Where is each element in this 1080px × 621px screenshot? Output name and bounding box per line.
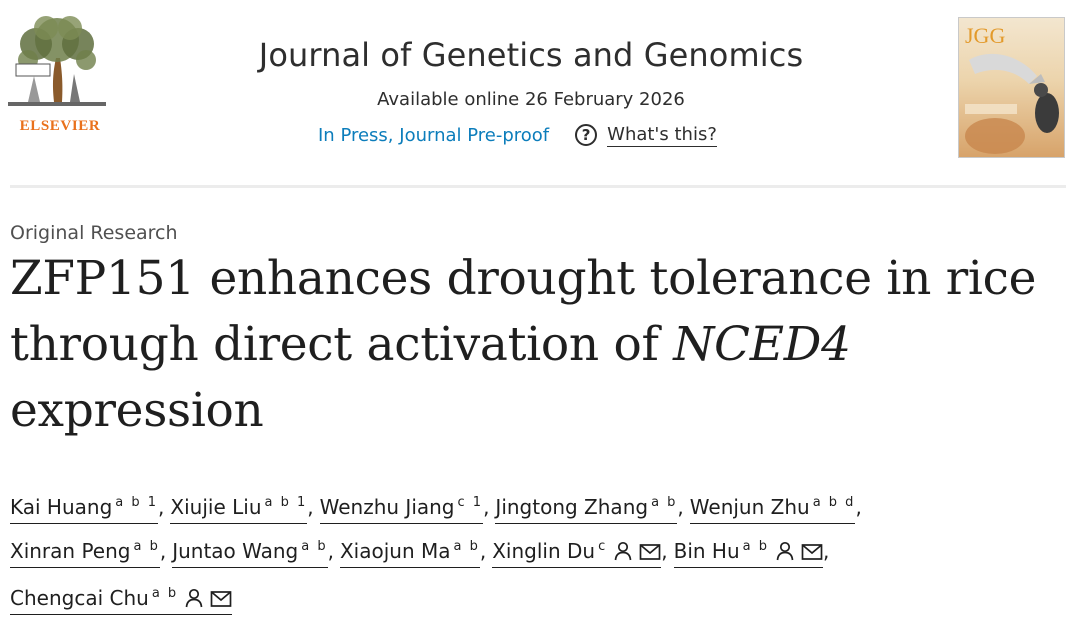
- author-affiliation: a b d: [812, 495, 856, 510]
- header-divider: [10, 185, 1066, 188]
- author-affiliation: a b: [133, 539, 160, 554]
- author-separator: ,: [159, 539, 167, 563]
- journal-cover-thumbnail[interactable]: JGG: [958, 17, 1065, 158]
- author-separator: ,: [307, 495, 314, 519]
- author-affiliation: a b: [742, 539, 769, 554]
- available-online-date: Available online 26 February 2026: [377, 89, 685, 110]
- author-separator: ,: [158, 495, 165, 519]
- author-list: Kai Huang a b 1, Xiujie Liu a b 1, Wenzhu Ji…: [10, 483, 1070, 621]
- person-icon[interactable]: [775, 535, 795, 574]
- author-separator: ,: [661, 539, 668, 563]
- article-title: ZFP151 enhances drought tolerance in ric…: [10, 246, 1070, 444]
- envelope-icon[interactable]: [801, 535, 823, 574]
- author-xinglin-du[interactable]: Xinglin Du c: [492, 539, 662, 568]
- author-wenjun-zhu[interactable]: Wenjun Zhu a b d: [689, 495, 856, 524]
- author-affiliation: c 1: [457, 495, 484, 510]
- author-separator: ,: [483, 495, 490, 519]
- author-separator: ,: [823, 539, 830, 563]
- author-wenzhu-jiang[interactable]: Wenzhu Jiang c 1: [319, 495, 484, 524]
- author-affiliation: a b: [651, 495, 678, 510]
- author-separator: ,: [327, 539, 334, 563]
- elsevier-logo[interactable]: ELSEVIER: [8, 14, 106, 134]
- author-xinran-peng[interactable]: Xinran Peng a b: [10, 539, 160, 568]
- author-affiliation: a b: [453, 539, 480, 554]
- question-circle-icon: ?: [575, 124, 598, 146]
- author-name: Xiujie Liu: [170, 495, 262, 519]
- whats-this-button[interactable]: ? What's this?: [575, 124, 717, 147]
- author-affiliation: a b: [301, 539, 328, 554]
- author-separator: ,: [479, 539, 487, 563]
- person-icon[interactable]: [184, 582, 204, 621]
- author-name: Chengcai Chu: [10, 586, 149, 610]
- person-icon[interactable]: [613, 535, 633, 574]
- author-xiujie-liu[interactable]: Xiujie Liu a b 1: [170, 495, 308, 524]
- author-affiliation: a b 1: [264, 495, 308, 510]
- cover-illustration: JGG: [965, 23, 1059, 154]
- author-name: Bin Hu: [673, 539, 740, 563]
- in-press-link[interactable]: In Press, Journal Pre-proof: [318, 124, 550, 146]
- author-jingtong-zhang[interactable]: Jingtong Zhang a b: [495, 495, 678, 524]
- author-name: Wenzhu Jiang: [319, 495, 455, 519]
- article-title-gene: NCED4: [673, 317, 851, 372]
- elsevier-wordmark: ELSEVIER: [19, 118, 101, 134]
- article-type: Original Research: [10, 222, 178, 244]
- whats-this-label: What's this?: [607, 123, 717, 147]
- author-separator: ,: [677, 495, 684, 519]
- author-name: Wenjun Zhu: [689, 495, 810, 519]
- author-kai-huang[interactable]: Kai Huang a b 1: [10, 495, 159, 524]
- journal-title[interactable]: Journal of Genetics and Genomics: [258, 36, 804, 74]
- author-name: Kai Huang: [10, 495, 113, 519]
- author-bin-hu[interactable]: Bin Hu a b: [673, 539, 823, 568]
- author-xiaojun-ma[interactable]: Xiaojun Ma a b: [339, 539, 480, 568]
- author-name: Juntao Wang: [172, 539, 299, 563]
- author-affiliation: a b: [151, 586, 179, 601]
- author-affiliation: a b 1: [115, 495, 159, 510]
- cover-label: JGG: [965, 23, 1005, 48]
- article-title-part2: expression: [10, 383, 264, 438]
- status-row: In Press, Journal Pre-proof ? What's thi…: [318, 122, 717, 148]
- author-chengcai-chu[interactable]: Chengcai Chu a b: [10, 586, 233, 615]
- author-name: Jingtong Zhang: [495, 495, 649, 519]
- author-name: Xinglin Du: [492, 539, 596, 563]
- author-separator: ,: [855, 495, 862, 519]
- envelope-icon[interactable]: [210, 582, 232, 621]
- author-name: Xinran Peng: [10, 539, 131, 563]
- elsevier-tree-icon: [8, 16, 106, 106]
- author-juntao-wang[interactable]: Juntao Wang a b: [172, 539, 328, 568]
- author-name: Xiaojun Ma: [339, 539, 451, 563]
- article-title-part1: ZFP151 enhances drought tolerance in ric…: [10, 251, 1037, 372]
- envelope-icon[interactable]: [639, 535, 661, 574]
- author-affiliation: c: [598, 539, 608, 554]
